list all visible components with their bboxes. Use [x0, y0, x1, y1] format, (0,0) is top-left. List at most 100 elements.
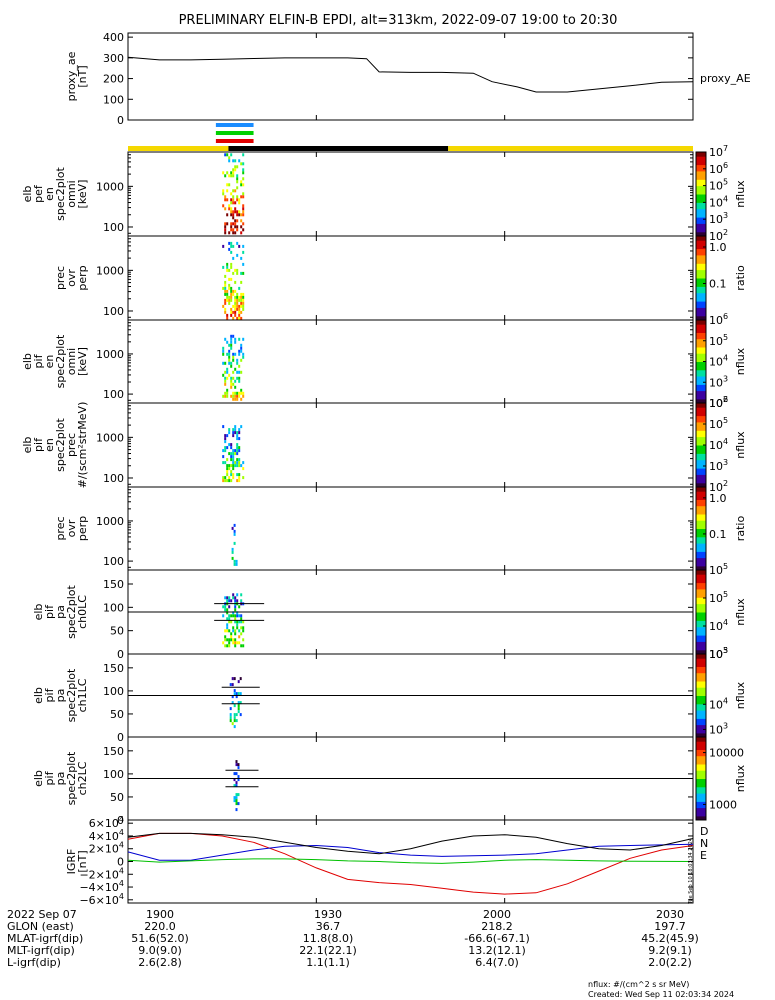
spec-pixel	[234, 313, 237, 317]
spec-pixel	[232, 434, 235, 438]
spec-pixel	[229, 683, 232, 687]
spec-pixel	[242, 192, 245, 196]
spec-pixel	[230, 213, 233, 217]
spec-pixel	[224, 382, 227, 386]
colorbar-segment	[696, 361, 706, 365]
spec-ylabel-6-line-2: pa	[54, 605, 67, 619]
spec-pixel	[236, 361, 239, 365]
colorbar-segment	[696, 334, 706, 338]
spec-pixel	[232, 431, 235, 435]
spec-pixel	[228, 352, 231, 356]
spec-pixel	[226, 394, 229, 398]
ephemeris-row-label: MLT-igrf(dip)	[7, 944, 75, 957]
spec-pixel	[231, 722, 234, 726]
colorbar-segment	[696, 726, 706, 730]
spec-pixel	[230, 210, 233, 214]
spec-pixel	[229, 707, 232, 711]
colorbar-segment	[696, 451, 706, 454]
spec-pixel	[230, 343, 233, 347]
spec-pixel	[224, 225, 227, 229]
colorbar-segment	[696, 739, 706, 742]
spec-pixel	[240, 599, 243, 603]
ephemeris-cell: 9.0(9.0)	[138, 944, 182, 957]
colorbar-segment	[696, 647, 706, 651]
colorbar-segment	[696, 624, 706, 628]
spec-pixel	[233, 562, 236, 566]
colorbar-segment	[696, 678, 706, 682]
spec-ylabel-1-line-1: pef	[32, 184, 45, 203]
spec-pixel	[234, 165, 237, 169]
colorbar-segment	[696, 480, 706, 484]
spec-pixel	[240, 644, 243, 648]
colorbar-segment	[696, 811, 706, 815]
colorbar-segment	[696, 591, 706, 594]
spec-pixel	[232, 452, 235, 456]
spec-pixel	[232, 195, 235, 199]
spec-pixel	[234, 159, 237, 163]
spec-pixel	[232, 292, 235, 296]
spec-pixel	[240, 219, 243, 223]
spec-pixel	[229, 713, 232, 717]
colorbar-segment	[696, 784, 706, 788]
spec-pixel	[222, 361, 225, 365]
colorbar-segment	[696, 290, 706, 294]
spec-pixel	[242, 476, 245, 480]
spec-pixel	[230, 262, 233, 266]
colorbar-segment	[696, 349, 706, 352]
colorbar-tick-label: 106	[709, 312, 728, 327]
colorbar-segment	[696, 472, 706, 475]
spec-pixel	[226, 638, 229, 642]
colorbar-segment	[696, 618, 706, 621]
colorbar-tick-label: 105	[709, 562, 728, 577]
colorbar-tick-label: 103	[709, 211, 728, 226]
spec-pixel	[230, 310, 233, 314]
spec-pixel	[234, 614, 237, 618]
spec-pixel	[222, 189, 225, 193]
spec-ylabel-4-line-5: #/(scm²strMeV)	[76, 402, 89, 489]
colorbar-tick-label: 106	[709, 161, 728, 176]
spec-pixel	[234, 289, 237, 293]
spec-pixel	[234, 231, 237, 235]
spec-pixel	[238, 461, 241, 465]
colorbar-segment	[696, 459, 706, 463]
colorbar-segment	[696, 586, 706, 590]
spec-pixel	[232, 316, 235, 320]
colorbar-segment	[696, 797, 706, 800]
spec-pixel	[242, 292, 245, 296]
colorbar-segment	[696, 714, 706, 717]
colorbar-segment	[696, 202, 706, 205]
colorbar-segment	[696, 455, 706, 459]
spec-pixel	[230, 225, 233, 229]
colorbar-segment	[696, 484, 706, 488]
spec-pixel	[238, 298, 241, 302]
colorbar-segment	[696, 807, 706, 811]
ephemeris-cell: 9.2(9.1)	[648, 944, 692, 957]
spec-pixel	[230, 244, 233, 248]
colorbar-segment	[696, 440, 706, 444]
spec-pixel	[230, 153, 233, 157]
colorbar-segment	[696, 267, 706, 271]
colorbar-segment	[696, 187, 706, 191]
spec-pixel	[224, 379, 227, 383]
spec-pixel	[242, 638, 245, 642]
colorbar-segment	[696, 396, 706, 400]
spec-pixel	[222, 244, 225, 248]
colorbar-segment	[696, 367, 706, 371]
spec-pixel	[222, 614, 225, 618]
spec-pixel	[222, 346, 225, 350]
colorbar-segment	[696, 212, 706, 216]
colorbar-segment	[696, 386, 706, 389]
colorbar-segment	[696, 269, 706, 273]
colorbar-segment	[696, 701, 706, 705]
colorbar-segment	[696, 620, 706, 623]
colorbar-segment	[696, 196, 706, 199]
spec-pixel	[238, 364, 241, 368]
spec-ylabel-2-line-0: prec	[54, 266, 67, 290]
spec-pixel	[224, 207, 227, 211]
spec-pixel	[240, 343, 243, 347]
colorbar-segment	[696, 242, 706, 245]
spec-pixel	[228, 476, 231, 480]
spec-pixel	[234, 385, 237, 389]
spec-pixel	[238, 428, 241, 432]
